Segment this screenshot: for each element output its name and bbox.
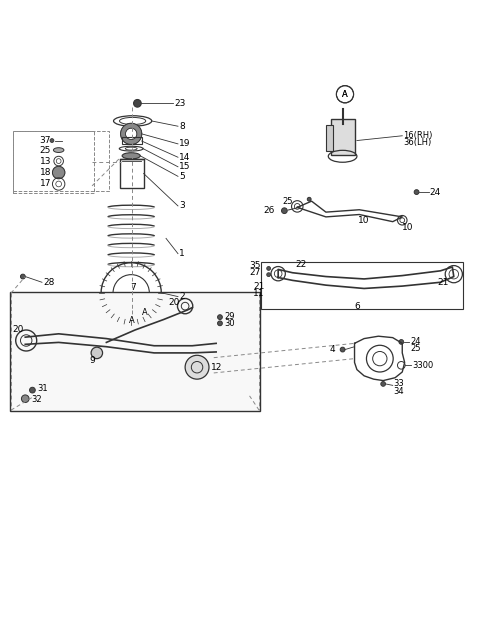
- Text: 5: 5: [179, 172, 185, 181]
- Ellipse shape: [53, 148, 64, 153]
- Circle shape: [133, 100, 141, 107]
- Text: 15: 15: [179, 162, 191, 171]
- Text: 18: 18: [39, 168, 51, 177]
- Text: 36(LH): 36(LH): [403, 139, 432, 148]
- Text: 19: 19: [179, 139, 191, 148]
- Circle shape: [22, 395, 29, 403]
- Circle shape: [50, 139, 54, 142]
- Circle shape: [91, 347, 103, 358]
- Text: 25: 25: [410, 344, 421, 353]
- Text: 23: 23: [174, 99, 185, 108]
- Circle shape: [267, 273, 271, 277]
- Text: 32: 32: [31, 395, 42, 404]
- Circle shape: [307, 197, 311, 201]
- Text: 33: 33: [394, 380, 405, 389]
- Wedge shape: [120, 123, 142, 144]
- Text: 37: 37: [39, 136, 51, 145]
- FancyBboxPatch shape: [326, 125, 333, 151]
- Text: 34: 34: [394, 387, 404, 396]
- Text: 17: 17: [39, 180, 51, 189]
- Text: 30: 30: [224, 319, 235, 328]
- Circle shape: [281, 208, 287, 213]
- Text: 20: 20: [12, 325, 24, 334]
- Circle shape: [267, 266, 271, 270]
- Text: 4: 4: [330, 345, 336, 354]
- Circle shape: [217, 321, 222, 326]
- Text: 6: 6: [355, 302, 360, 311]
- Text: 27: 27: [249, 268, 261, 277]
- Text: 24: 24: [429, 188, 440, 197]
- Text: 20: 20: [168, 298, 180, 307]
- Text: 31: 31: [37, 384, 48, 393]
- Text: 24: 24: [410, 337, 421, 346]
- Circle shape: [52, 166, 65, 179]
- Text: 28: 28: [43, 278, 55, 287]
- Text: A: A: [342, 89, 348, 99]
- Text: 10: 10: [402, 223, 414, 232]
- Text: A: A: [142, 308, 147, 317]
- Text: 16(RH): 16(RH): [403, 131, 432, 141]
- Circle shape: [185, 355, 209, 379]
- Text: 2: 2: [179, 292, 184, 301]
- Text: A: A: [129, 316, 134, 325]
- Circle shape: [414, 190, 419, 194]
- Text: 25: 25: [282, 197, 292, 206]
- Text: 26: 26: [263, 206, 275, 215]
- FancyBboxPatch shape: [10, 292, 260, 411]
- Text: 25: 25: [39, 146, 51, 155]
- Text: 22: 22: [295, 260, 306, 269]
- Text: 10: 10: [359, 216, 370, 225]
- Circle shape: [381, 381, 385, 387]
- Text: 1: 1: [179, 249, 185, 258]
- Text: 13: 13: [39, 157, 51, 166]
- Circle shape: [30, 387, 35, 393]
- Text: 14: 14: [179, 153, 190, 162]
- Text: 3: 3: [179, 201, 185, 210]
- Ellipse shape: [122, 153, 140, 159]
- Text: 11: 11: [253, 289, 265, 298]
- Text: 35: 35: [249, 261, 261, 270]
- Text: 9: 9: [89, 355, 95, 365]
- Circle shape: [340, 347, 345, 352]
- Text: 12: 12: [211, 363, 223, 372]
- Circle shape: [399, 339, 404, 344]
- Text: 8: 8: [179, 121, 185, 131]
- Text: A: A: [342, 89, 348, 99]
- Circle shape: [217, 315, 222, 320]
- Text: 21: 21: [438, 278, 449, 287]
- Text: 21: 21: [253, 282, 265, 291]
- Text: 7: 7: [130, 282, 136, 291]
- Text: 3300: 3300: [412, 361, 433, 370]
- Text: 29: 29: [224, 312, 235, 321]
- FancyBboxPatch shape: [331, 119, 355, 155]
- Circle shape: [21, 274, 25, 279]
